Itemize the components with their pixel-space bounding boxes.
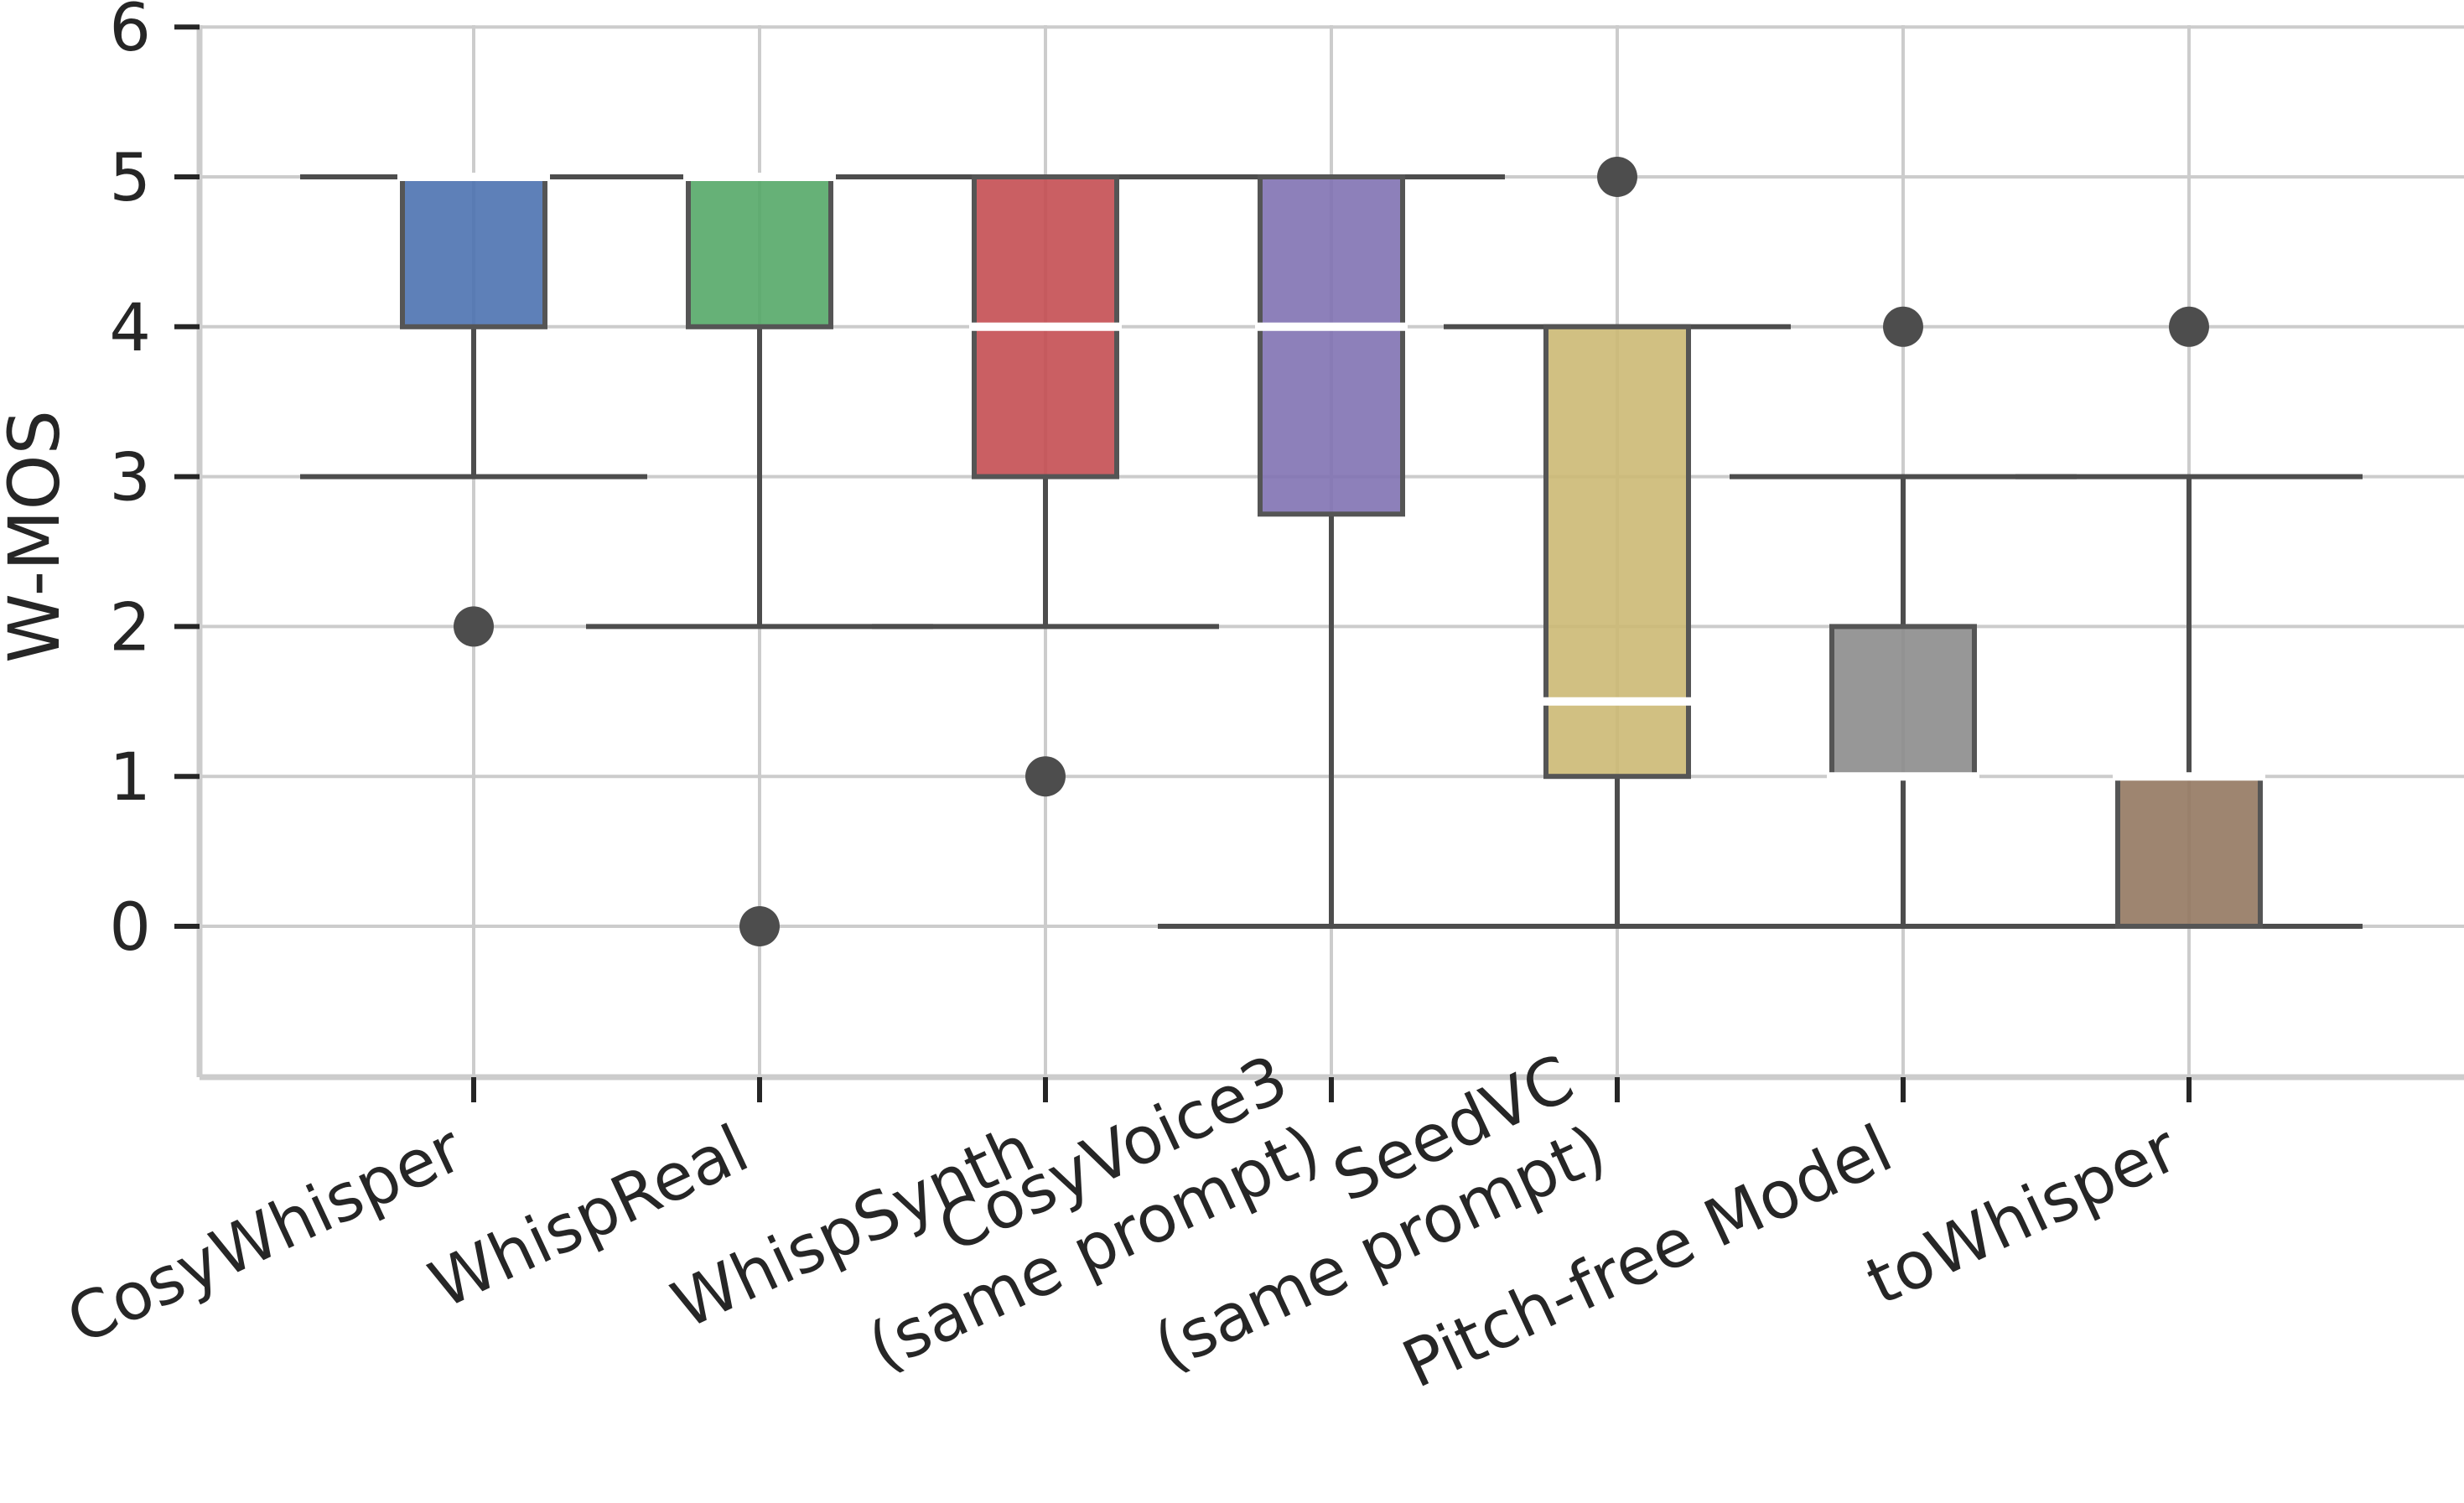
box-group xyxy=(1730,306,2077,929)
box-group xyxy=(300,173,647,647)
outlier-point xyxy=(1025,756,1066,797)
box-group xyxy=(1158,174,1505,929)
outlier-point xyxy=(454,606,494,647)
x-tick-label-line: toWhisper xyxy=(1855,1111,2189,1320)
outlier-point xyxy=(739,906,780,946)
y-tick-label: 5 xyxy=(109,141,151,216)
x-ticks: CosyWhisperWhispRealWhispSynthCosyVoice3… xyxy=(56,1041,2192,1403)
x-tick-label-line: CosyWhisper xyxy=(56,1111,475,1359)
box xyxy=(1258,174,1405,517)
box xyxy=(686,174,833,329)
box xyxy=(1829,624,1977,780)
y-tick-label: 1 xyxy=(109,740,151,816)
x-tick-label: CosyWhisper xyxy=(56,1111,475,1359)
y-tick-label: 3 xyxy=(109,441,151,516)
box xyxy=(400,174,547,329)
outlier-point xyxy=(1597,157,1637,197)
x-tick-label: toWhisper xyxy=(1855,1111,2189,1320)
box-group xyxy=(872,174,1219,797)
y-tick-label: 2 xyxy=(109,590,151,666)
box-group xyxy=(2015,306,2363,930)
y-tick-label: 4 xyxy=(109,291,151,366)
box xyxy=(2115,774,2263,930)
box-series xyxy=(300,157,2363,946)
outlier-point xyxy=(1883,306,1923,347)
outlier-point xyxy=(2169,306,2209,347)
y-tick-label: 0 xyxy=(109,890,151,966)
box-group xyxy=(1444,157,1791,929)
box xyxy=(1543,324,1691,780)
y-axis-title: W-MOS xyxy=(0,410,75,663)
box-group xyxy=(586,173,933,946)
y-tick-label: 6 xyxy=(109,0,151,66)
y-ticks: 0 1 2 3 4 5 6 xyxy=(109,0,200,966)
